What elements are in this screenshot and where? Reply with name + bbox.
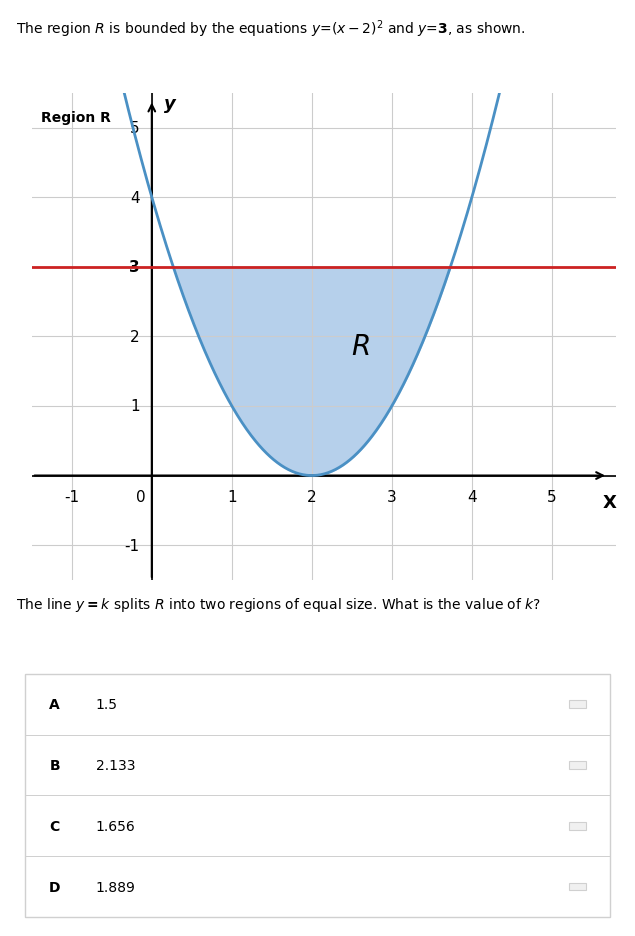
Text: $\mathit{R}$: $\mathit{R}$ xyxy=(351,334,369,361)
Text: The region $\it{R}$ is bounded by the equations $\it{y}$=$(x-2)^2$ and $\mathbf{: The region $\it{R}$ is bounded by the eq… xyxy=(16,19,526,40)
Text: 2.133: 2.133 xyxy=(95,758,135,772)
Text: 4: 4 xyxy=(130,190,140,205)
Bar xyxy=(569,701,586,708)
Text: 3: 3 xyxy=(129,260,140,275)
Text: The line $\mathbf{\it{y}}\mathbf{=}\mathbf{\it{k}}$ splits $\it{R}$ into two reg: The line $\mathbf{\it{y}}\mathbf{=}\math… xyxy=(16,595,541,613)
Text: Region R: Region R xyxy=(41,111,111,125)
Text: 4: 4 xyxy=(467,490,477,505)
Text: C: C xyxy=(50,819,60,833)
Text: B: B xyxy=(50,758,60,772)
Text: 1.656: 1.656 xyxy=(95,819,135,833)
Bar xyxy=(25,796,610,856)
Bar xyxy=(569,823,586,829)
Text: A: A xyxy=(50,697,60,711)
Text: 1: 1 xyxy=(227,490,237,505)
Bar xyxy=(25,674,610,735)
Text: 5: 5 xyxy=(130,121,140,136)
Text: 3: 3 xyxy=(387,490,397,505)
Text: 0: 0 xyxy=(136,490,145,505)
Bar xyxy=(569,762,586,768)
Text: -1: -1 xyxy=(64,490,79,505)
Text: 1.889: 1.889 xyxy=(95,880,135,894)
Text: 1: 1 xyxy=(130,399,140,414)
Bar xyxy=(25,856,610,917)
Text: -1: -1 xyxy=(124,538,140,553)
Bar xyxy=(569,884,586,890)
Text: 2: 2 xyxy=(130,329,140,344)
Text: 2: 2 xyxy=(307,490,317,505)
Bar xyxy=(25,735,610,796)
Text: 5: 5 xyxy=(547,490,557,505)
Text: D: D xyxy=(49,880,60,894)
Text: y: y xyxy=(164,95,175,113)
Text: 1.5: 1.5 xyxy=(95,697,117,711)
Text: X: X xyxy=(603,493,617,511)
